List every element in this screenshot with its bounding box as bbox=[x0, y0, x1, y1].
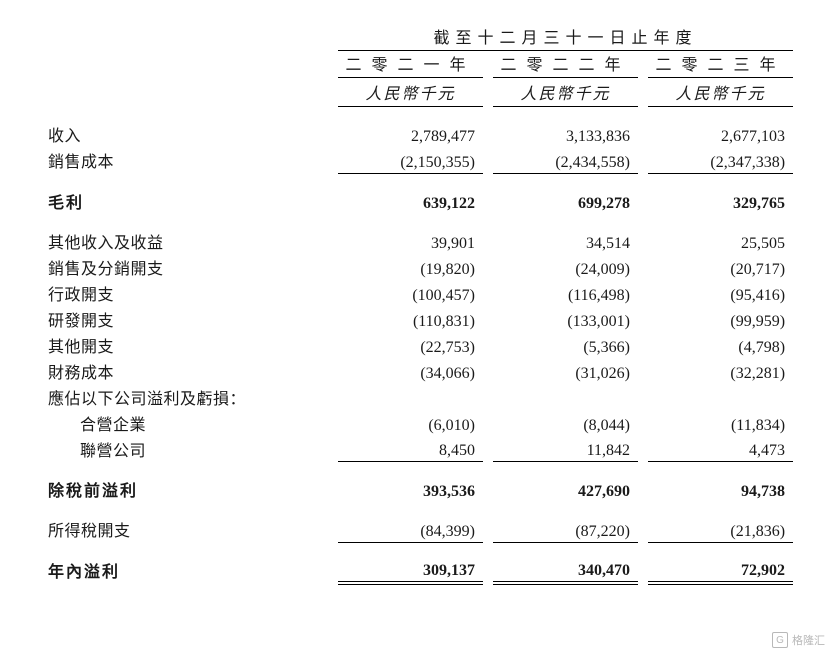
label-cost-of-sales: 銷售成本 bbox=[48, 154, 114, 171]
label-gross-profit: 毛利 bbox=[48, 188, 328, 214]
val-rd-2023: (99,959) bbox=[648, 306, 793, 332]
col-year-2022: 二零二二年 bbox=[493, 51, 638, 78]
financial-statement-table: 截至十二月三十一日止年度 二零二一年 二零二二年 二零二三年 人民幣千元 人民幣… bbox=[48, 24, 793, 585]
val-oi-2021: 39,901 bbox=[338, 228, 483, 254]
row-admin-exp: 行政開支 (100,457) (116,498) (95,416) bbox=[48, 280, 793, 306]
watermark-text: 格隆汇 bbox=[792, 632, 825, 648]
row-other-exp: 其他開支 (22,753) (5,366) (4,798) bbox=[48, 332, 793, 358]
col-unit-2023: 人民幣千元 bbox=[648, 78, 793, 107]
val-cos-2022: (2,434,558) bbox=[493, 147, 638, 173]
row-share-header: 應佔以下公司溢利及虧損： bbox=[48, 384, 793, 410]
val-pf-2023: 72,902 bbox=[648, 557, 793, 583]
val-se-2023: (20,717) bbox=[648, 254, 793, 280]
row-jv: 合營企業 (6,010) (8,044) (11,834) bbox=[48, 410, 793, 436]
label-tax: 所得稅開支 bbox=[48, 523, 131, 540]
label-selling-exp: 銷售及分銷開支 bbox=[48, 261, 164, 278]
val-tax-2021: (84,399) bbox=[338, 516, 483, 542]
val-pf-2022: 340,470 bbox=[493, 557, 638, 583]
label-pbt: 除稅前溢利 bbox=[48, 476, 328, 502]
val-fc-2023: (32,281) bbox=[648, 358, 793, 384]
val-jv-2023: (11,834) bbox=[648, 410, 793, 436]
row-tax: 所得稅開支 (84,399) (87,220) (21,836) bbox=[48, 516, 793, 542]
row-assoc: 聯營公司 8,450 11,842 4,473 bbox=[48, 436, 793, 462]
val-cos-2021: (2,150,355) bbox=[338, 147, 483, 173]
val-tax-2022: (87,220) bbox=[493, 516, 638, 542]
row-selling-exp: 銷售及分銷開支 (19,820) (24,009) (20,717) bbox=[48, 254, 793, 280]
val-pf-2021: 309,137 bbox=[338, 557, 483, 583]
label-rd-exp: 研發開支 bbox=[48, 313, 114, 330]
val-pbt-2021: 393,536 bbox=[338, 476, 483, 502]
row-cost-of-sales: 銷售成本 (2,150,355) (2,434,558) (2,347,338) bbox=[48, 147, 793, 173]
val-rd-2022: (133,001) bbox=[493, 306, 638, 332]
label-share-header: 應佔以下公司溢利及虧損： bbox=[48, 391, 246, 408]
row-other-income: 其他收入及收益 39,901 34,514 25,505 bbox=[48, 228, 793, 254]
val-gp-2022: 699,278 bbox=[493, 188, 638, 214]
col-unit-2022: 人民幣千元 bbox=[493, 78, 638, 107]
row-revenue: 收入 2,789,477 3,133,836 2,677,103 bbox=[48, 121, 793, 147]
val-se-2021: (19,820) bbox=[338, 254, 483, 280]
val-as-2022: 11,842 bbox=[493, 436, 638, 462]
label-other-exp: 其他開支 bbox=[48, 339, 114, 356]
val-jv-2022: (8,044) bbox=[493, 410, 638, 436]
label-finance-cost: 財務成本 bbox=[48, 365, 114, 382]
label-admin-exp: 行政開支 bbox=[48, 287, 114, 304]
watermark-logo-icon: G bbox=[772, 632, 788, 648]
val-jv-2021: (6,010) bbox=[338, 410, 483, 436]
label-other-income: 其他收入及收益 bbox=[48, 235, 164, 252]
val-ae-2023: (95,416) bbox=[648, 280, 793, 306]
val-tax-2023: (21,836) bbox=[648, 516, 793, 542]
row-gross-profit: 毛利 639,122 699,278 329,765 bbox=[48, 188, 793, 214]
val-ae-2021: (100,457) bbox=[338, 280, 483, 306]
val-as-2021: 8,450 bbox=[338, 436, 483, 462]
row-rd-exp: 研發開支 (110,831) (133,001) (99,959) bbox=[48, 306, 793, 332]
label-assoc: 聯營公司 bbox=[48, 443, 146, 460]
label-revenue: 收入 bbox=[48, 128, 81, 145]
val-oi-2023: 25,505 bbox=[648, 228, 793, 254]
val-gp-2023: 329,765 bbox=[648, 188, 793, 214]
val-gp-2021: 639,122 bbox=[338, 188, 483, 214]
label-profit: 年內溢利 bbox=[48, 557, 328, 583]
val-fc-2021: (34,066) bbox=[338, 358, 483, 384]
val-revenue-2023: 2,677,103 bbox=[648, 121, 793, 147]
val-oi-2022: 34,514 bbox=[493, 228, 638, 254]
col-year-2023: 二零二三年 bbox=[648, 51, 793, 78]
val-oe-2021: (22,753) bbox=[338, 332, 483, 358]
row-profit: 年內溢利 309,137 340,470 72,902 bbox=[48, 557, 793, 583]
val-oe-2022: (5,366) bbox=[493, 332, 638, 358]
period-header: 截至十二月三十一日止年度 bbox=[338, 24, 793, 51]
val-revenue-2021: 2,789,477 bbox=[338, 121, 483, 147]
watermark: G 格隆汇 bbox=[772, 632, 825, 648]
row-finance-cost: 財務成本 (34,066) (31,026) (32,281) bbox=[48, 358, 793, 384]
row-pbt: 除稅前溢利 393,536 427,690 94,738 bbox=[48, 476, 793, 502]
val-rd-2021: (110,831) bbox=[338, 306, 483, 332]
val-ae-2022: (116,498) bbox=[493, 280, 638, 306]
val-oe-2023: (4,798) bbox=[648, 332, 793, 358]
val-revenue-2022: 3,133,836 bbox=[493, 121, 638, 147]
val-se-2022: (24,009) bbox=[493, 254, 638, 280]
val-pbt-2022: 427,690 bbox=[493, 476, 638, 502]
val-cos-2023: (2,347,338) bbox=[648, 147, 793, 173]
label-jv: 合營企業 bbox=[48, 417, 146, 434]
col-year-2021: 二零二一年 bbox=[338, 51, 483, 78]
col-unit-2021: 人民幣千元 bbox=[338, 78, 483, 107]
val-pbt-2023: 94,738 bbox=[648, 476, 793, 502]
val-as-2023: 4,473 bbox=[648, 436, 793, 462]
val-fc-2022: (31,026) bbox=[493, 358, 638, 384]
